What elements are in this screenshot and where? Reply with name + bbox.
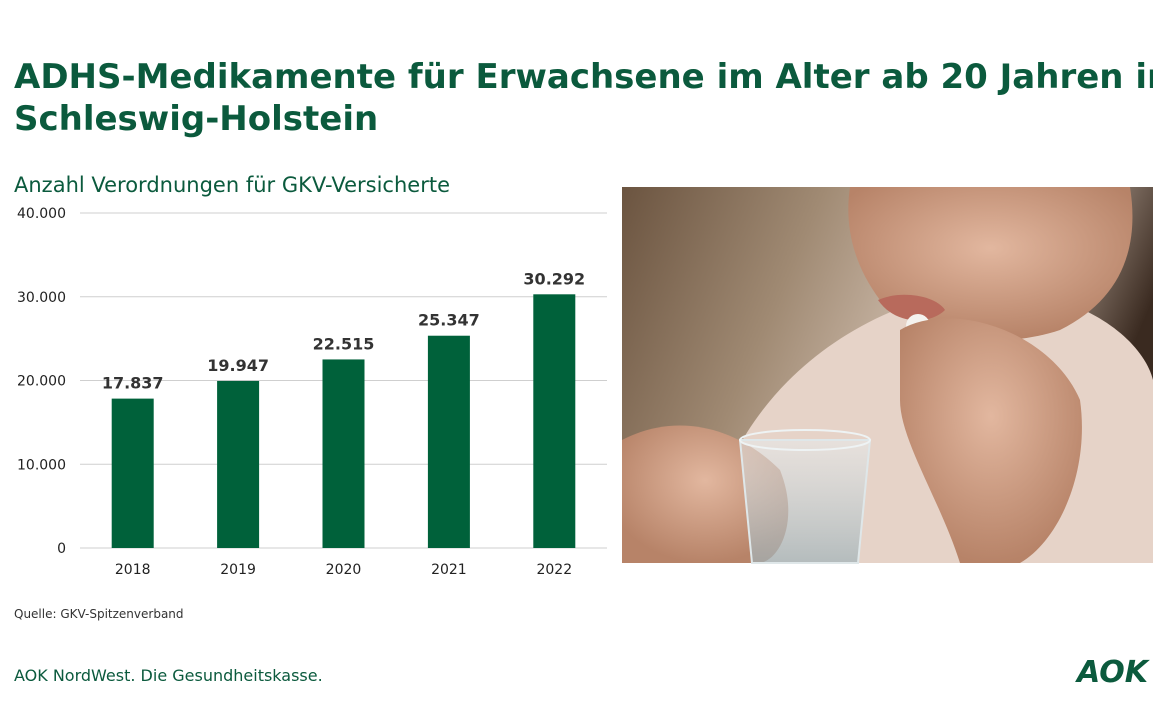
value-label: 17.837: [102, 374, 164, 393]
value-label: 22.515: [313, 334, 375, 353]
bar: [427, 335, 470, 548]
x-tick-label: 2020: [326, 562, 362, 578]
y-tick-label: 40.000: [17, 206, 66, 222]
chart-subtitle: Anzahl Verordnungen für GKV-Versicherte: [14, 173, 450, 197]
title-line: ADHS-Medikamente für Erwachsene im Alter…: [14, 57, 1153, 97]
x-tick-label: 2018: [115, 562, 151, 578]
bar: [533, 294, 576, 548]
bar: [322, 359, 365, 548]
y-tick-label: 10.000: [17, 457, 66, 473]
photo: [622, 187, 1153, 564]
x-tick-label: 2022: [536, 562, 572, 578]
y-tick-label: 0: [57, 541, 66, 557]
footer-text: AOK NordWest. Die Gesundheitskasse.: [14, 666, 323, 685]
bar: [217, 380, 260, 548]
title-line: Schleswig-Holstein: [14, 99, 378, 139]
x-tick-label: 2021: [431, 562, 467, 578]
source-note: Quelle: GKV-Spitzenverband: [14, 607, 184, 621]
bar: [111, 398, 154, 548]
y-tick-label: 20.000: [17, 374, 66, 390]
x-tick-label: 2019: [220, 562, 256, 578]
y-tick-label: 30.000: [17, 290, 66, 306]
value-label: 30.292: [523, 269, 585, 288]
value-label: 19.947: [207, 356, 269, 375]
plot-area: 0 10.000 20.000 30.000 40.000 2018 17.837 2019 1…: [17, 206, 607, 578]
value-label: 25.347: [418, 311, 480, 330]
logo: AOK: [1075, 655, 1151, 690]
